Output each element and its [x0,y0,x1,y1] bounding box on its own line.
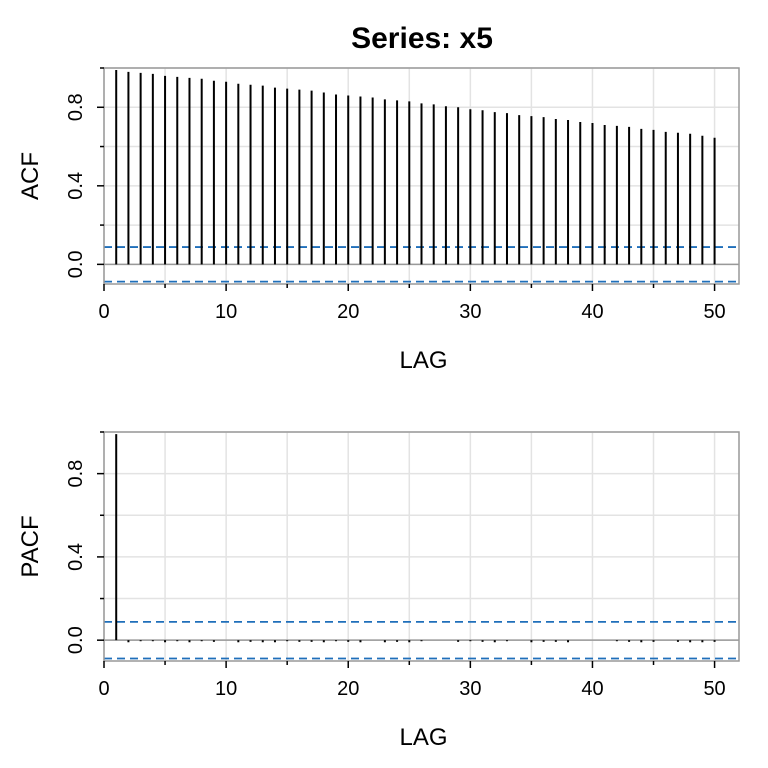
acf-x-tick-label: 50 [703,301,725,323]
acf-y-tick-label: 0.0 [65,250,87,278]
acf-x-tick-label: 0 [98,301,109,323]
chart-title: Series: x5 [351,22,493,55]
acf-x-axis-title: LAG [399,347,447,374]
acf-x-tick-label: 10 [215,301,237,323]
acf-panel: 0 10 20 30 40 50 0.0 0.4 0.8 LAG ACF [17,67,740,374]
pacf-x-tick-label: 0 [98,678,109,700]
acf-x-tick-label: 30 [459,301,481,323]
acf-frame [103,67,740,285]
acf-x-tick-label: 20 [337,301,359,323]
pacf-x-tick-label: 50 [703,678,725,700]
pacf-frame [103,431,740,662]
pacf-y-tick-label: 0.8 [65,460,87,488]
acf-y-axis-title: ACF [17,152,44,200]
acf-y-tick-label: 0.4 [65,172,87,200]
pacf-grid [103,431,739,661]
acf-y-tick-label: 0.8 [65,93,87,121]
pacf-x-tick-label: 30 [459,678,481,700]
pacf-x-tick-label: 20 [337,678,359,700]
pacf-x-tick-label: 40 [581,678,603,700]
acf-x-tick-label: 40 [581,301,603,323]
pacf-x-tick-label: 10 [215,678,237,700]
pacf-y-tick-label: 0.4 [65,543,87,571]
pacf-y-tick-label: 0.0 [65,626,87,654]
pacf-y-axis-title: PACF [17,515,44,577]
pacf-x-axis-title: LAG [399,724,447,751]
pacf-panel: 0 10 20 30 40 50 0.0 0.4 0.8 LAG PACF [17,431,740,751]
